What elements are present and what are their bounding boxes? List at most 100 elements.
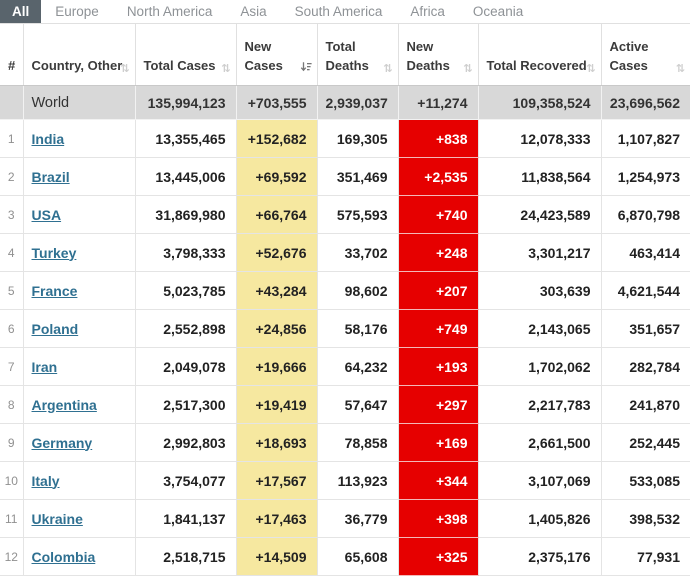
total_recovered-cell: 11,838,564 (477, 157, 602, 196)
new_deaths-cell: +207 (397, 271, 479, 310)
tab-south-america[interactable]: South America (294, 4, 383, 19)
total_cases-cell: 2,518,715 (134, 537, 237, 576)
total_deaths-cell: 64,232 (316, 347, 399, 386)
total_cases-cell: 1,841,137 (134, 499, 237, 538)
total_cases-cell: 13,355,465 (134, 119, 237, 158)
new_deaths-cell: +325 (397, 537, 479, 576)
column-label-active_cases: Active Cases (609, 39, 649, 74)
country-cell: Brazil (22, 157, 136, 196)
active_cases-cell: 241,870 (600, 385, 690, 424)
column-header-active_cases[interactable]: Active Cases ⇅ (600, 23, 690, 86)
new_deaths-cell: +297 (397, 385, 479, 424)
active_cases-cell: 1,107,827 (600, 119, 690, 158)
new_deaths-cell: +2,535 (397, 157, 479, 196)
total_recovered-cell: 2,661,500 (477, 423, 602, 462)
rank-cell: 4 (0, 233, 24, 272)
total_deaths-cell: 65,608 (316, 537, 399, 576)
total_cases-cell: 3,754,077 (134, 461, 237, 500)
total_deaths-cell: 113,923 (316, 461, 399, 500)
table-header-row: # Country, Other ⇅ Total Cases ⇅ New Cases Tot… (0, 23, 690, 86)
tab-oceania[interactable]: Oceania (472, 4, 524, 19)
country-link[interactable]: Colombia (31, 548, 96, 565)
sort-both-icon[interactable]: ⇅ (463, 63, 473, 75)
rank-cell: 11 (0, 499, 24, 538)
table-row-italy: 10 Italy 3,754,077 +17,567 113,923 +344 3,107,… (0, 461, 690, 500)
active_cases-cell: 463,414 (600, 233, 690, 272)
country-cell: World (22, 85, 136, 120)
rank-cell: 3 (0, 195, 24, 234)
column-header-total_deaths[interactable]: Total Deaths ⇅ (316, 23, 399, 86)
country-link[interactable]: USA (31, 206, 62, 223)
country-cell: Germany (22, 423, 136, 462)
country-link[interactable]: Poland (31, 320, 79, 337)
country-link[interactable]: France (31, 282, 78, 299)
rank-cell: 12 (0, 537, 24, 576)
country-link[interactable]: Turkey (31, 244, 77, 261)
column-label-total_deaths: Total Deaths (325, 39, 369, 74)
column-header-country[interactable]: Country, Other ⇅ (22, 23, 136, 86)
tab-all[interactable]: All (0, 0, 42, 23)
new_deaths-cell: +838 (397, 119, 479, 158)
country-link[interactable]: Iran (31, 358, 58, 375)
country-link[interactable]: India (31, 130, 65, 147)
active_cases-cell: 4,621,544 (600, 271, 690, 310)
column-label-total_recovered: Total Recovered (486, 58, 587, 74)
new_deaths-cell: +344 (397, 461, 479, 500)
table-row-germany: 9 Germany 2,992,803 +18,693 78,858 +169 2,661,… (0, 423, 690, 462)
tab-asia[interactable]: Asia (240, 4, 267, 19)
column-header-new_deaths[interactable]: New Deaths ⇅ (397, 23, 479, 86)
total_deaths-cell: 36,779 (316, 499, 399, 538)
tab-europe[interactable]: Europe (55, 4, 99, 19)
column-label-rank: # (8, 58, 16, 74)
total_recovered-cell: 1,702,062 (477, 347, 602, 386)
rank-cell: 7 (0, 347, 24, 386)
new_deaths-cell: +169 (397, 423, 479, 462)
table-row-india: 1 India 13,355,465 +152,682 169,305 +838 12,07… (0, 119, 690, 158)
tab-north-america[interactable]: North America (126, 4, 213, 19)
total_deaths-cell: 351,469 (316, 157, 399, 196)
total_recovered-cell: 2,375,176 (477, 537, 602, 576)
tab-africa[interactable]: Africa (410, 4, 445, 19)
active_cases-cell: 351,657 (600, 309, 690, 348)
total_deaths-cell: 57,647 (316, 385, 399, 424)
column-label-total_cases: Total Cases (143, 58, 216, 74)
country-cell: France (22, 271, 136, 310)
active_cases-cell: 252,445 (600, 423, 690, 462)
sort-both-icon[interactable]: ⇅ (586, 63, 596, 75)
sort-both-icon[interactable]: ⇅ (383, 63, 393, 75)
table-body: World 135,994,123 +703,555 2,939,037 +11,274… (0, 85, 690, 576)
country-cell: Ukraine (22, 499, 136, 538)
total_deaths-cell: 78,858 (316, 423, 399, 462)
sort-descending-icon[interactable] (300, 61, 312, 76)
column-header-rank: # (0, 23, 24, 86)
total_deaths-cell: 575,593 (316, 195, 399, 234)
total_cases-cell: 13,445,006 (134, 157, 237, 196)
column-header-total_cases[interactable]: Total Cases ⇅ (134, 23, 237, 86)
country-link[interactable]: Germany (31, 434, 93, 451)
active_cases-cell: 77,931 (600, 537, 690, 576)
sort-both-icon[interactable]: ⇅ (120, 63, 130, 75)
active_cases-cell: 533,085 (600, 461, 690, 500)
column-header-new_cases[interactable]: New Cases (235, 23, 318, 86)
country-link[interactable]: Ukraine (31, 510, 83, 527)
country-cell: Poland (22, 309, 136, 348)
new_cases-cell: +152,682 (235, 119, 318, 158)
active_cases-cell: 6,870,798 (600, 195, 690, 234)
total_deaths-cell: 33,702 (316, 233, 399, 272)
total_recovered-cell: 24,423,589 (477, 195, 602, 234)
table-row-iran: 7 Iran 2,049,078 +19,666 64,232 +193 1,702,062… (0, 347, 690, 386)
rank-cell: 2 (0, 157, 24, 196)
country-link[interactable]: Argentina (31, 396, 97, 413)
sort-both-icon[interactable]: ⇅ (675, 63, 685, 75)
continent-tabs: All Europe North America Asia South America A… (0, 0, 690, 23)
country-link[interactable]: Brazil (31, 168, 70, 185)
country-link[interactable]: Italy (31, 472, 60, 489)
column-header-total_recovered[interactable]: Total Recovered ⇅ (477, 23, 602, 86)
total_recovered-cell: 12,078,333 (477, 119, 602, 158)
total_cases-cell: 2,049,078 (134, 347, 237, 386)
country-cell: Turkey (22, 233, 136, 272)
new_cases-cell: +19,666 (235, 347, 318, 386)
sort-both-icon[interactable]: ⇅ (221, 63, 231, 75)
total_deaths-cell: 169,305 (316, 119, 399, 158)
